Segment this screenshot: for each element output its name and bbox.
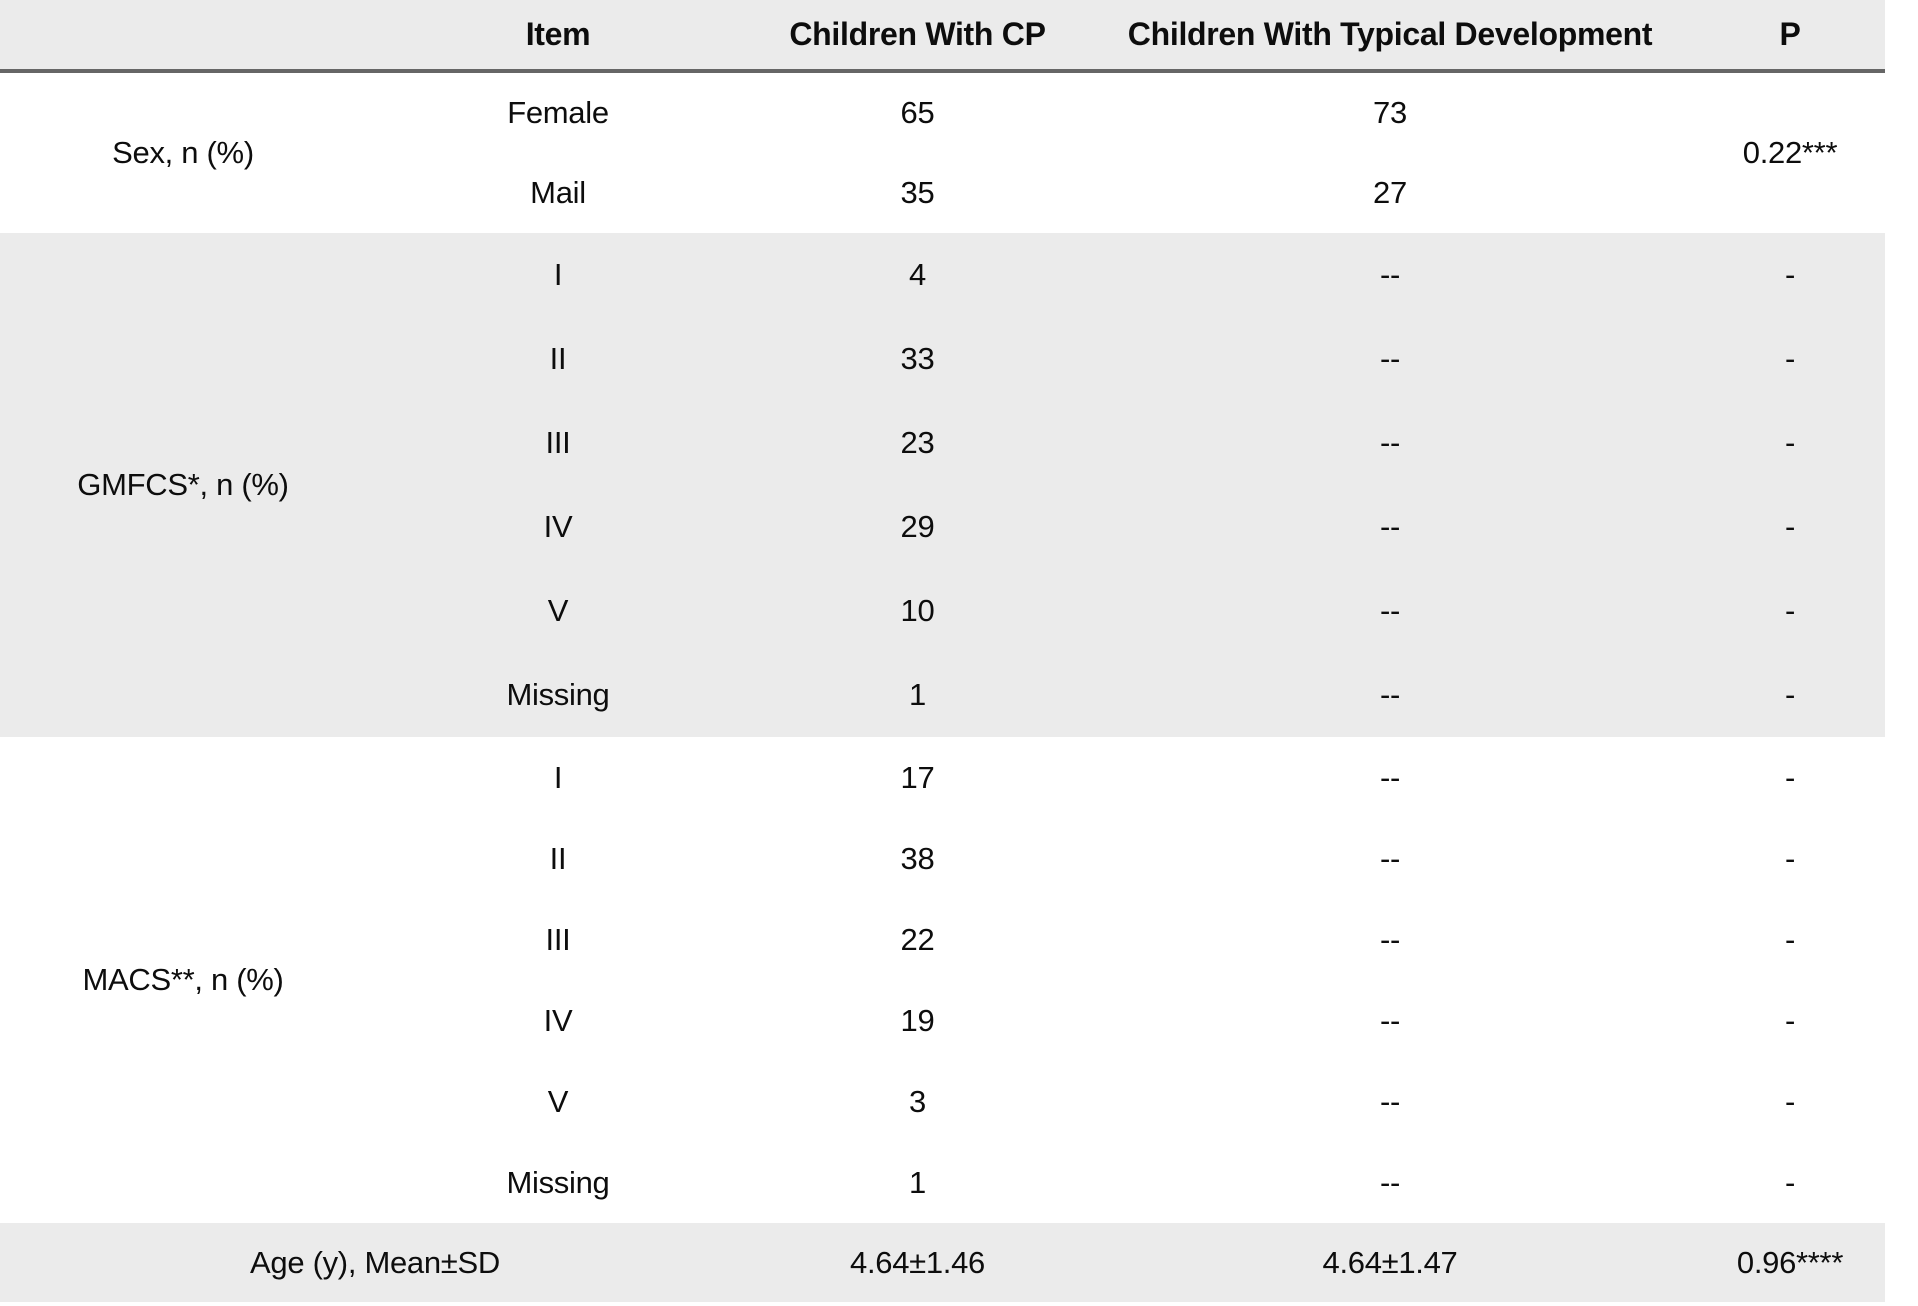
cell-item: III bbox=[366, 401, 750, 485]
cell-td: -- bbox=[1085, 569, 1695, 653]
group-label-gmfcs: GMFCS*, n (%) bbox=[0, 233, 366, 737]
cell-cp: 38 bbox=[750, 818, 1085, 899]
cell-item: IV bbox=[366, 485, 750, 569]
cell-cp: 3 bbox=[750, 1061, 1085, 1142]
cell-item: II bbox=[366, 317, 750, 401]
cell-p: - bbox=[1695, 233, 1885, 317]
cell-cp: 23 bbox=[750, 401, 1085, 485]
cell-td: -- bbox=[1085, 233, 1695, 317]
group-label-age: Age (y), Mean±SD bbox=[0, 1223, 750, 1302]
table-row-gmfcs-4: IV 29 -- - bbox=[0, 485, 1885, 569]
cell-cp: 29 bbox=[750, 485, 1085, 569]
header-item: Item bbox=[366, 0, 750, 73]
cell-td: -- bbox=[1085, 980, 1695, 1061]
table-row-macs-5: V 3 -- - bbox=[0, 1061, 1885, 1142]
group-label-sex: Sex, n (%) bbox=[0, 71, 366, 233]
cell-cp: 1 bbox=[750, 653, 1085, 737]
cell-item: IV bbox=[366, 980, 750, 1061]
cell-td: 4.64±1.47 bbox=[1085, 1223, 1695, 1302]
cell-item: I bbox=[366, 233, 750, 317]
table-row-macs-missing: Missing 1 -- - bbox=[0, 1142, 1885, 1223]
cell-item: II bbox=[366, 818, 750, 899]
header-children-typical-development: Children With Typical Development bbox=[1085, 0, 1695, 73]
cell-p: - bbox=[1695, 980, 1885, 1061]
cell-td: -- bbox=[1085, 1061, 1695, 1142]
cell-td: -- bbox=[1085, 653, 1695, 737]
participant-characteristics-table: Item Children With CP Children With Typi… bbox=[0, 0, 1885, 1302]
cell-item: V bbox=[366, 569, 750, 653]
table-row-macs-3: III 22 -- - bbox=[0, 899, 1885, 980]
cell-td: -- bbox=[1085, 818, 1695, 899]
table-row-macs-2: II 38 -- - bbox=[0, 818, 1885, 899]
p-value-age: 0.96**** bbox=[1695, 1223, 1885, 1302]
cell-td: -- bbox=[1085, 401, 1695, 485]
cell-p: - bbox=[1695, 1061, 1885, 1142]
cell-td: 73 bbox=[1085, 71, 1695, 152]
p-value-sex: 0.22*** bbox=[1695, 71, 1885, 233]
cell-item: Missing bbox=[366, 653, 750, 737]
cell-item: V bbox=[366, 1061, 750, 1142]
cell-p: - bbox=[1695, 485, 1885, 569]
cell-td: -- bbox=[1085, 317, 1695, 401]
table-row-gmfcs-3: III 23 -- - bbox=[0, 401, 1885, 485]
cell-cp: 19 bbox=[750, 980, 1085, 1061]
cell-td: -- bbox=[1085, 737, 1695, 818]
cell-p: - bbox=[1695, 401, 1885, 485]
cell-cp: 65 bbox=[750, 71, 1085, 152]
table-row-gmfcs-2: II 33 -- - bbox=[0, 317, 1885, 401]
table-row-gmfcs-missing: Missing 1 -- - bbox=[0, 653, 1885, 737]
cell-cp: 17 bbox=[750, 737, 1085, 818]
header-children-with-cp: Children With CP bbox=[750, 0, 1085, 73]
header-group-column bbox=[0, 0, 366, 73]
header-p: P bbox=[1695, 0, 1885, 73]
cell-item: III bbox=[366, 899, 750, 980]
cell-cp: 1 bbox=[750, 1142, 1085, 1223]
table-row-gmfcs-1: GMFCS*, n (%) I 4 -- - bbox=[0, 233, 1885, 737]
cell-p: - bbox=[1695, 899, 1885, 980]
cell-td: 27 bbox=[1085, 152, 1695, 233]
cell-item: I bbox=[366, 737, 750, 818]
cell-p: - bbox=[1695, 653, 1885, 737]
cell-cp: 22 bbox=[750, 899, 1085, 980]
cell-cp: 4 bbox=[750, 233, 1085, 317]
cell-cp: 10 bbox=[750, 569, 1085, 653]
cell-item: Mail bbox=[366, 152, 750, 233]
table-row-sex-female: Sex, n (%) Female 65 73 0.22*** bbox=[0, 71, 1885, 233]
cell-p: - bbox=[1695, 737, 1885, 818]
cell-p: - bbox=[1695, 818, 1885, 899]
table-row-age: Age (y), Mean±SD 4.64±1.46 4.64±1.47 0.9… bbox=[0, 1223, 1885, 1302]
cell-p: - bbox=[1695, 569, 1885, 653]
cell-p: - bbox=[1695, 317, 1885, 401]
cell-cp: 33 bbox=[750, 317, 1085, 401]
group-label-macs: MACS**, n (%) bbox=[0, 737, 366, 1223]
cell-item: Missing bbox=[366, 1142, 750, 1223]
cell-cp: 4.64±1.46 bbox=[750, 1223, 1085, 1302]
table-row-gmfcs-5: V 10 -- - bbox=[0, 569, 1885, 653]
cell-td: -- bbox=[1085, 899, 1695, 980]
table-row-macs-1: MACS**, n (%) I 17 -- - bbox=[0, 737, 1885, 1223]
cell-td: -- bbox=[1085, 1142, 1695, 1223]
cell-item: Female bbox=[366, 71, 750, 152]
table-row-sex-mail: Mail 35 27 bbox=[0, 152, 1885, 233]
table-header-row: Item Children With CP Children With Typi… bbox=[0, 0, 1885, 73]
cell-cp: 35 bbox=[750, 152, 1085, 233]
table-row-macs-4: IV 19 -- - bbox=[0, 980, 1885, 1061]
cell-p: - bbox=[1695, 1142, 1885, 1223]
cell-td: -- bbox=[1085, 485, 1695, 569]
